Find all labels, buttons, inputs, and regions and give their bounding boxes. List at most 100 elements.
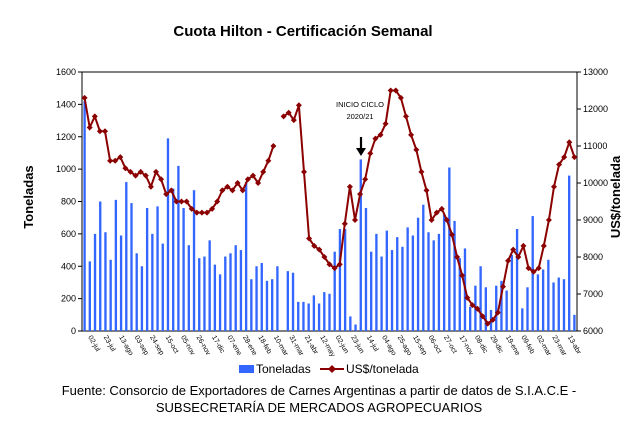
bar-toneladas xyxy=(343,229,347,331)
bar-toneladas xyxy=(370,251,373,331)
bar-toneladas xyxy=(541,269,545,331)
line-point xyxy=(464,294,471,301)
annotation-line2: 2020/21 xyxy=(346,112,373,121)
line-point xyxy=(127,168,134,175)
bar-toneladas xyxy=(338,229,342,331)
line-point xyxy=(173,198,180,205)
line-point xyxy=(505,257,512,264)
bar-toneladas xyxy=(364,207,368,331)
y-left-tick-label: 1400 xyxy=(56,99,76,109)
line-point xyxy=(193,209,200,216)
y-axis-right-label: US$/tonelada xyxy=(608,155,623,238)
line-point xyxy=(489,316,496,323)
bar-toneladas xyxy=(328,293,331,331)
bar-toneladas xyxy=(166,138,170,331)
bar-toneladas xyxy=(375,233,378,331)
y-right-tick-label: 11000 xyxy=(583,141,607,151)
line-point xyxy=(239,187,246,194)
line-point xyxy=(102,128,108,135)
line-point xyxy=(265,157,272,164)
line-point xyxy=(244,176,251,183)
x-tick-label: 09-feb xyxy=(519,335,535,356)
bar-toneladas xyxy=(385,230,388,331)
line-point xyxy=(500,283,506,290)
line-point xyxy=(362,176,369,183)
bar-toneladas xyxy=(505,290,508,331)
y-left-tick-label: 400 xyxy=(61,261,76,271)
y-left-tick-label: 1200 xyxy=(56,132,76,142)
y-axis-left-label: Toneladas xyxy=(21,165,36,228)
bar-toneladas xyxy=(547,259,550,331)
line-point xyxy=(234,180,241,186)
line-point xyxy=(571,154,578,161)
bar-toneladas xyxy=(526,287,529,331)
line-point xyxy=(438,205,445,212)
line-point xyxy=(153,168,159,175)
bar-toneladas xyxy=(265,280,269,331)
bar-toneladas xyxy=(307,303,310,331)
line-point xyxy=(336,261,343,268)
line-point xyxy=(556,161,563,168)
x-tick-label: 18-feb xyxy=(256,335,272,356)
y-right-tick-label: 7000 xyxy=(583,289,603,299)
line-point xyxy=(341,220,348,227)
line-point xyxy=(474,305,481,312)
line-point xyxy=(209,205,216,212)
bar-toneladas xyxy=(453,220,456,331)
x-tick-label: 05-nov xyxy=(179,335,196,357)
legend-swatch-toneladas xyxy=(239,365,254,373)
bar-toneladas xyxy=(104,232,107,331)
annotation-line1: INICIO CICLO xyxy=(336,100,384,109)
x-tick-label: 19-ene xyxy=(504,335,521,357)
line-point xyxy=(137,168,144,175)
line-point xyxy=(204,209,210,216)
legend-marker-usd xyxy=(328,365,336,373)
bar-toneladas xyxy=(448,167,451,331)
bar-toneladas xyxy=(552,282,555,331)
line-point xyxy=(520,242,527,249)
legend-label-usd: US$/tonelada xyxy=(346,362,419,376)
x-tick-label: 02-jul xyxy=(86,335,101,354)
x-tick-label: 03-sep xyxy=(133,335,150,357)
line-point xyxy=(260,168,267,175)
line-point xyxy=(250,172,256,179)
bar-toneladas xyxy=(151,233,154,331)
bar-toneladas xyxy=(495,285,498,331)
line-point xyxy=(306,235,313,242)
y-left-tick-label: 0 xyxy=(71,326,76,336)
bar-toneladas xyxy=(224,256,227,331)
bar-toneladas xyxy=(271,279,274,331)
bar-toneladas xyxy=(536,274,540,331)
bar-toneladas xyxy=(354,324,357,331)
bar-toneladas xyxy=(515,229,519,331)
y-right-tick-label: 8000 xyxy=(583,252,603,262)
line-point xyxy=(122,165,129,172)
x-tick-label: 21-abr xyxy=(303,335,320,357)
bar-toneladas xyxy=(88,261,91,331)
line-point xyxy=(545,217,552,223)
line-point xyxy=(367,150,374,157)
line-point xyxy=(443,217,450,223)
line-point xyxy=(168,187,175,194)
line-point xyxy=(392,87,399,94)
bar-toneladas xyxy=(442,214,446,331)
line-point xyxy=(566,139,573,146)
line-point xyxy=(382,120,389,127)
bar-toneladas xyxy=(83,101,86,331)
line-point xyxy=(301,168,307,175)
x-tick-label: 24-sep xyxy=(148,335,165,357)
y-right-tick-label: 12000 xyxy=(583,104,608,114)
line-point xyxy=(178,198,185,205)
bar-toneladas xyxy=(182,207,185,331)
bar-toneladas xyxy=(276,266,279,331)
line-point xyxy=(449,231,455,238)
bar-toneladas xyxy=(208,240,211,331)
x-tick-label: 04-ago xyxy=(380,335,397,357)
line-point xyxy=(158,176,165,183)
line-point xyxy=(428,217,435,223)
line-point xyxy=(433,209,440,216)
bar-toneladas xyxy=(114,199,118,331)
legend: Toneladas US$/tonelada xyxy=(239,362,419,376)
bar-toneladas xyxy=(135,253,138,331)
bar-toneladas xyxy=(568,175,571,331)
